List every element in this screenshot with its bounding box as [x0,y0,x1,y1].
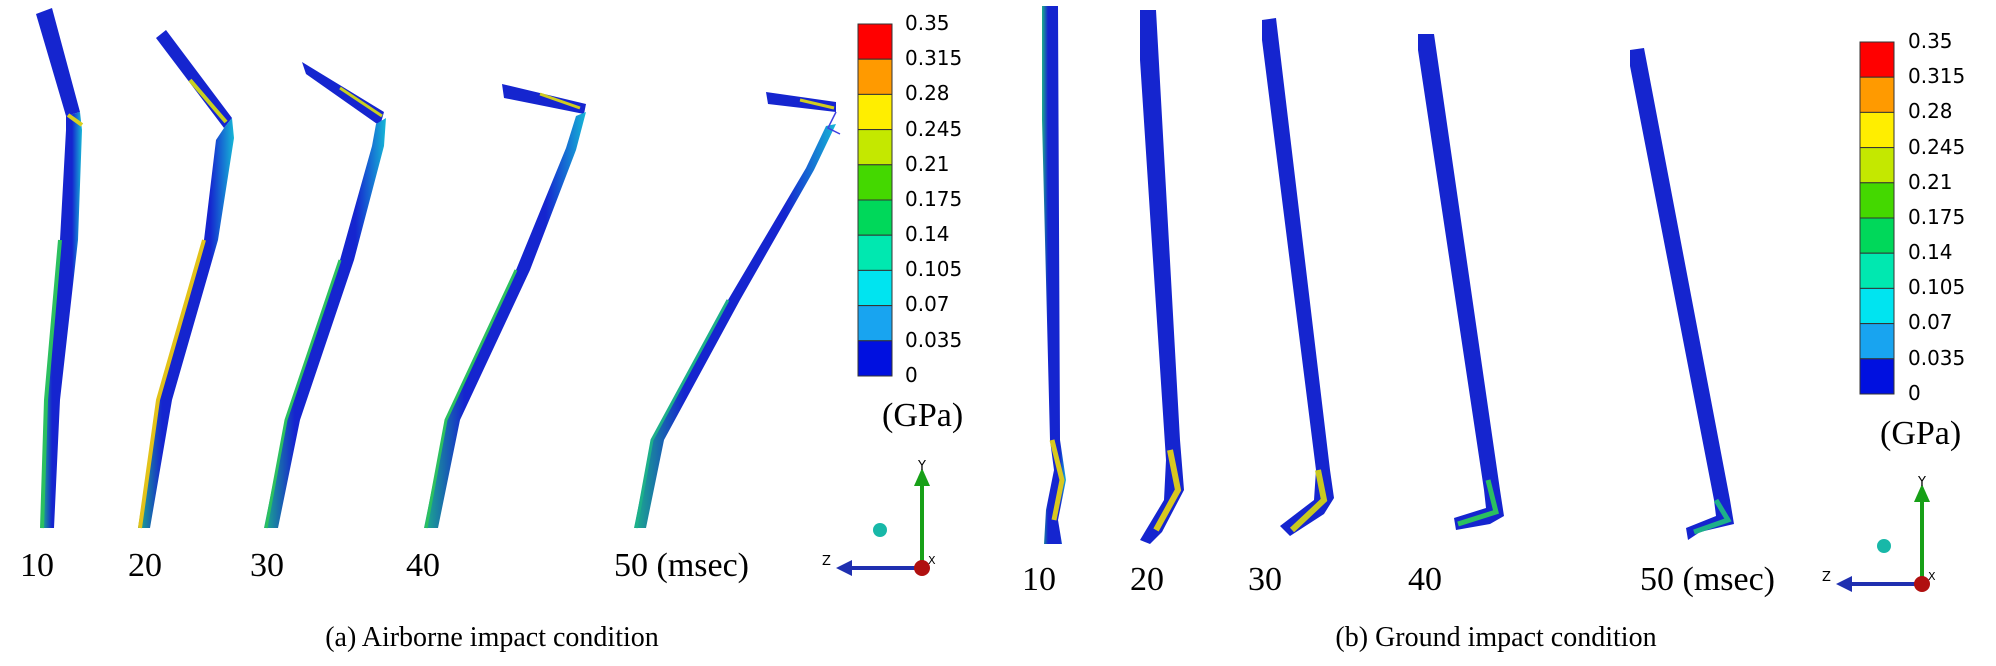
panel-a-time-labels: 10 20 30 40 50 (msec) [20,547,749,584]
legend-tick: 0.35 [1908,29,1953,53]
time-label: 30 [1248,561,1282,598]
blade-a-20ms [138,30,234,529]
legend-tick: 0 [1908,381,1921,405]
z-axis-label: Z [1822,570,1831,585]
legend-tick: 0.245 [905,117,962,141]
legend-color-swatch [857,340,893,377]
legend-color-swatch [857,305,893,342]
legend-tick-labels: 0.35 0.315 0.28 0.245 0.21 0.175 0.14 0.… [905,11,962,387]
legend-tick: 0.105 [905,257,962,281]
axis-triad-b: Y Z X [1822,475,1936,592]
panel-b-caption: (b) Ground impact condition [1335,622,1656,653]
legend-tick: 0.28 [905,81,950,105]
blade-a-30ms [264,62,386,529]
legend-color-bar [1859,41,1895,395]
legend-tick: 0.315 [905,46,962,70]
time-label: 20 [1130,561,1164,598]
x-axis-label: X [928,554,936,567]
legend-color-swatch [857,269,893,307]
legend-color-swatch [1859,358,1895,395]
panel-a-caption: (a) Airborne impact condition [325,622,659,653]
legend-color-swatch [857,129,893,166]
axis-triad-a: Y Z X [822,459,936,576]
legend-color-swatch [857,234,893,271]
legend-tick-labels: 0.35 0.315 0.28 0.245 0.21 0.175 0.14 0.… [1908,29,1965,405]
legend-tick: 0.105 [1908,275,1965,299]
time-label: 20 [128,547,162,584]
legend-color-swatch [1859,323,1895,360]
legend-color-swatch [1859,147,1895,184]
triad-marker [1877,539,1891,553]
legend-tick: 0.21 [1908,170,1953,194]
blade-a-50ms [634,92,841,529]
x-axis-origin [914,560,930,576]
legend-tick: 0.175 [1908,205,1965,229]
z-axis-label: Z [822,554,831,569]
time-label: 10 [1022,561,1056,598]
time-label: 40 [406,547,440,584]
legend-tick: 0.07 [1908,310,1953,334]
panel-a-blades [36,8,841,529]
legend-tick: 0.14 [905,222,950,246]
blade-a-10ms [36,8,84,529]
legend-tick: 0.175 [905,187,962,211]
legend-unit: (GPa) [1880,415,1961,452]
legend-tick: 0.07 [905,292,950,316]
legend-color-swatch [857,23,893,60]
legend-color-swatch [1859,217,1895,254]
legend-color-swatch [1859,76,1895,113]
stress-legend-b: 0.35 0.315 0.28 0.245 0.21 0.175 0.14 0.… [1859,29,1965,452]
legend-tick: 0 [905,363,918,387]
legend-tick: 0.28 [1908,99,1953,123]
legend-color-swatch [1859,111,1895,149]
x-axis-origin [1914,576,1930,592]
time-label: 40 [1408,561,1442,598]
panel-b-time-labels: 10 20 30 40 50 (msec) [1022,561,1775,598]
legend-color-swatch [857,93,893,131]
legend-color-swatch [1859,287,1895,325]
legend-tick: 0.21 [905,152,950,176]
y-axis-label: Y [1917,475,1926,490]
legend-tick: 0.035 [1908,346,1965,370]
time-label: 30 [250,547,284,584]
blade-b-40ms [1418,34,1504,530]
time-label: 50 (msec) [614,547,749,584]
legend-color-bar [857,23,893,377]
legend-tick: 0.35 [905,11,950,35]
time-label: 10 [20,547,54,584]
legend-color-swatch [1859,182,1895,219]
blade-b-50ms [1630,48,1734,540]
panel-b-blades [1042,6,1734,544]
legend-color-swatch [857,164,893,201]
y-axis-label: Y [917,459,926,474]
legend-tick: 0.14 [1908,240,1953,264]
legend-unit: (GPa) [882,397,963,434]
time-label: 50 (msec) [1640,561,1775,598]
blade-b-30ms [1262,18,1334,536]
legend-color-swatch [857,199,893,236]
legend-color-swatch [1859,252,1895,289]
stress-legend-a: 0.35 0.315 0.28 0.245 0.21 0.175 0.14 0.… [857,11,963,434]
legend-tick: 0.035 [905,328,962,352]
blade-a-40ms [424,84,586,529]
legend-color-swatch [1859,41,1895,78]
legend-tick: 0.245 [1908,135,1965,159]
blade-b-20ms [1140,10,1184,544]
legend-tick: 0.315 [1908,64,1965,88]
blade-b-10ms [1042,6,1066,544]
legend-color-swatch [857,58,893,95]
x-axis-label: X [1928,570,1936,583]
triad-marker [873,523,887,537]
